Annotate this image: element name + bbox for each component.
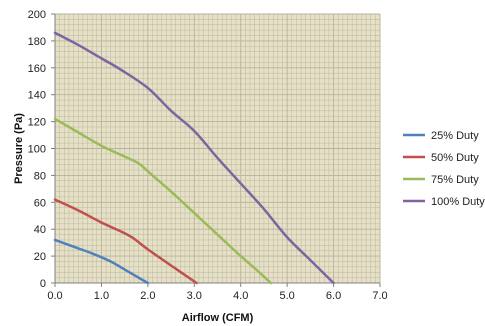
x-tick-label: 3.0 <box>187 290 202 302</box>
y-tick-label: 200 <box>28 9 46 21</box>
y-tick-label: 160 <box>28 63 46 75</box>
y-tick-label: 40 <box>34 224 46 236</box>
x-tick-label: 2.0 <box>140 290 155 302</box>
x-tick-label: 7.0 <box>372 290 387 302</box>
y-tick-label: 120 <box>28 117 46 129</box>
x-tick-label: 5.0 <box>279 290 294 302</box>
x-tick-label: 1.0 <box>94 290 109 302</box>
x-tick-label: 6.0 <box>326 290 341 302</box>
series-line-4 <box>53 31 335 285</box>
series-lines <box>53 31 335 285</box>
y-tick-label: 100 <box>28 144 46 156</box>
legend-label: 50% Duty <box>431 152 479 164</box>
y-tick-label: 80 <box>34 170 46 182</box>
series-line-1 <box>53 238 150 285</box>
y-tick-label: 20 <box>34 251 46 263</box>
legend-label: 100% Duty <box>431 196 485 208</box>
y-tick-label: 0 <box>40 278 46 290</box>
x-tick-label: 0.0 <box>47 290 62 302</box>
legend-label: 25% Duty <box>431 130 479 142</box>
series-line-2 <box>53 198 198 285</box>
y-tick-label: 60 <box>34 197 46 209</box>
tick-labels: 0.0 1.0 2.0 3.0 4.0 5.0 6.0 7.0 0 20 40 60 80 100 120 1… <box>28 9 388 302</box>
y-axis-title: Pressure (Pa) <box>13 113 25 184</box>
y-tick-label: 180 <box>28 36 46 48</box>
x-tick-label: 4.0 <box>233 290 248 302</box>
y-tick-label: 140 <box>28 90 46 102</box>
legend: 25% Duty 50% Duty 75% Duty 100% Duty <box>403 130 485 208</box>
x-axis-title: Airflow (CFM) <box>182 312 254 324</box>
legend-label: 75% Duty <box>431 174 479 186</box>
series-line-3 <box>53 117 273 285</box>
